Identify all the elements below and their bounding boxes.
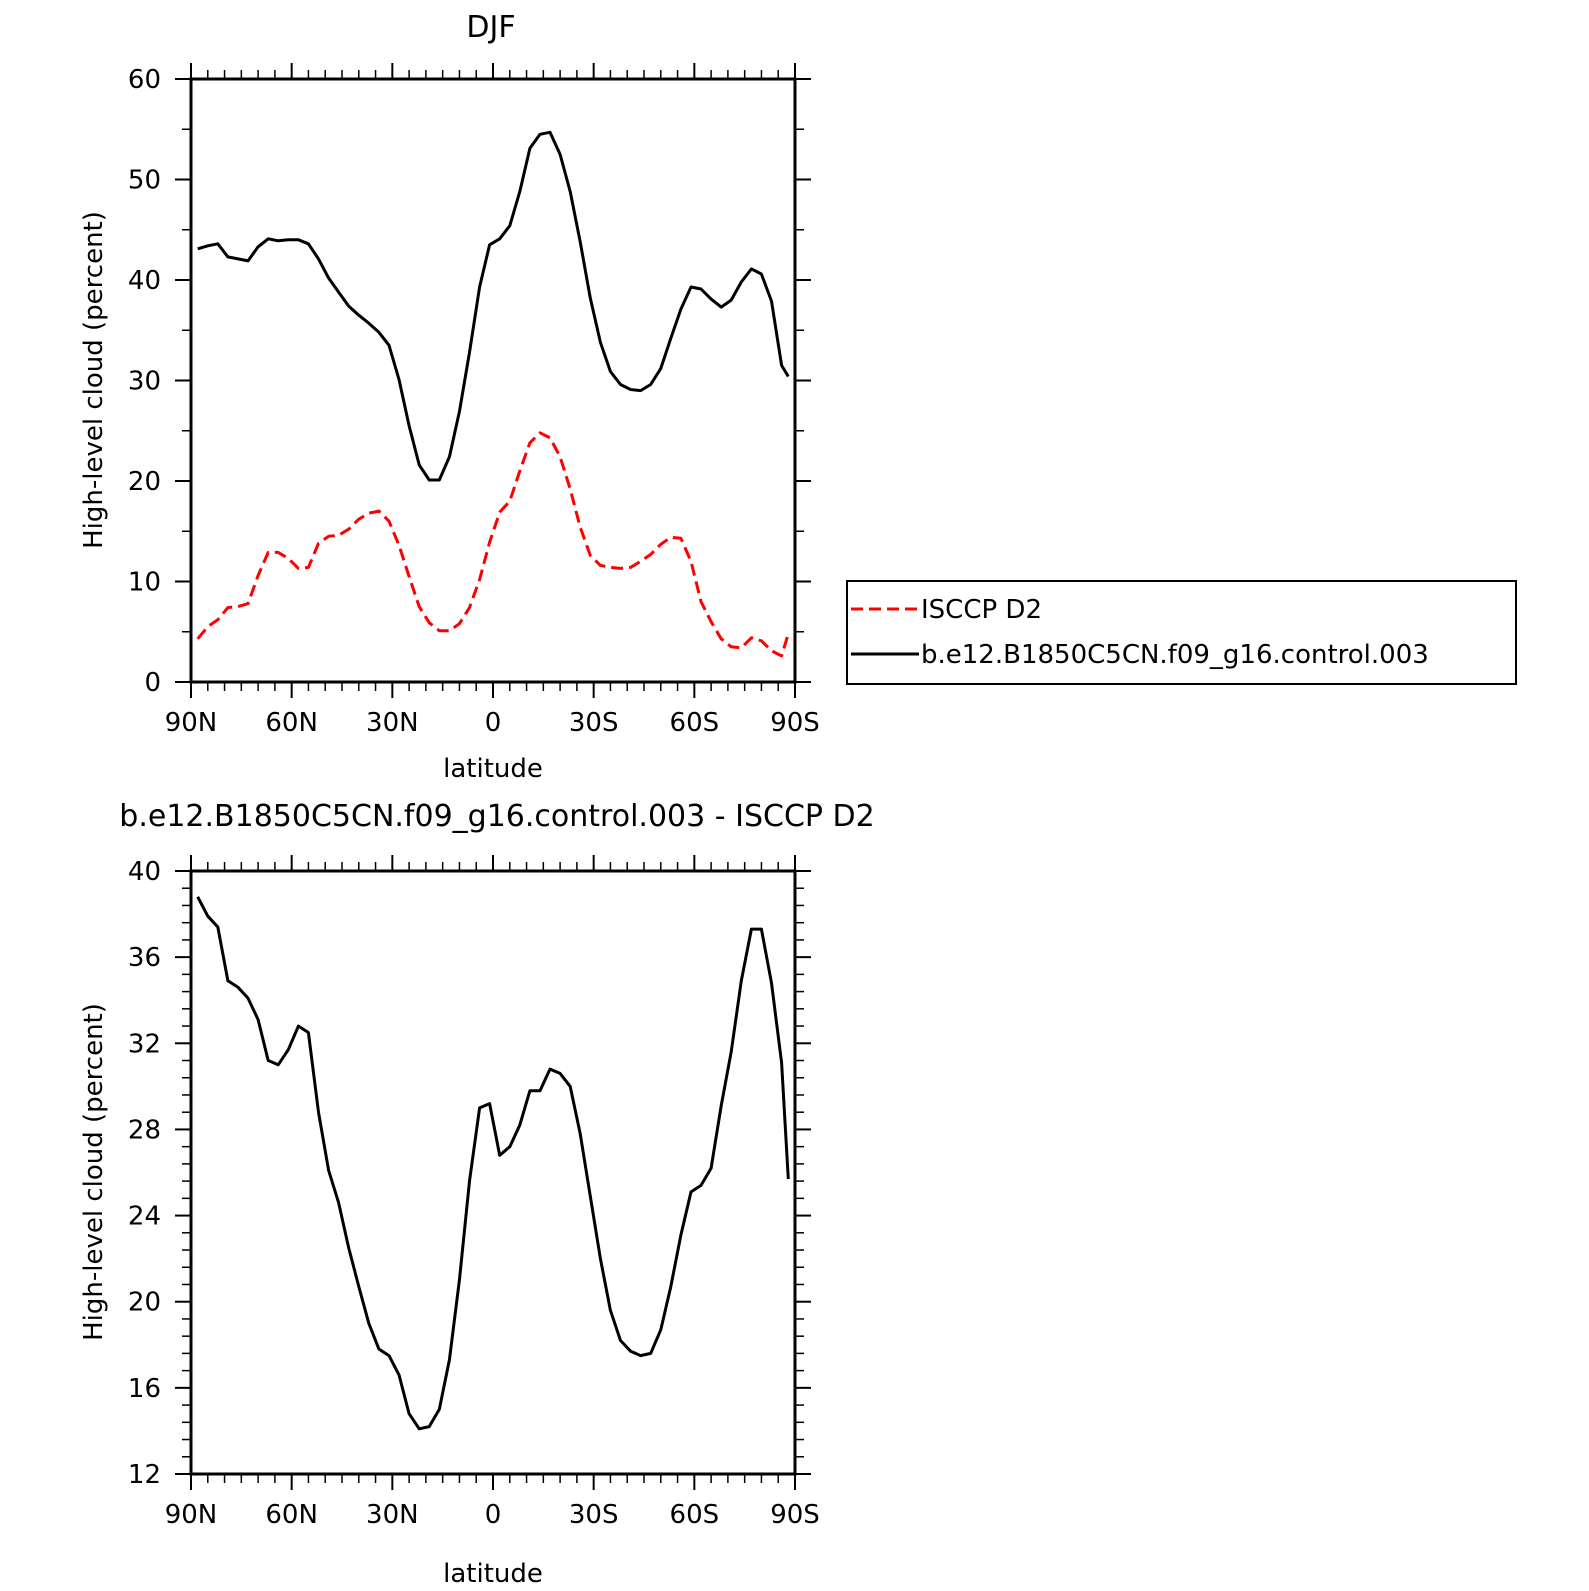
bottom-tick-labels: 12 16 20 24 28 32 36 40 90N 60N 30N 0 30S 60S 90S (128, 857, 820, 1530)
legend-box (846, 580, 1517, 685)
y-tick-label: 16 (128, 1374, 161, 1404)
bottom-chart-title: b.e12.B1850C5CN.f09_g16.control.003 - IS… (119, 799, 874, 834)
legend-label-model: b.e12.B1850C5CN.f09_g16.control.003 (921, 640, 1429, 670)
y-tick-label: 30 (128, 367, 161, 397)
bottom-y-axis-title: High-level cloud (percent) (79, 1003, 109, 1341)
y-tick-label: 12 (128, 1460, 161, 1490)
x-tick-label: 90S (770, 708, 820, 738)
top-tick-labels: 0 10 20 30 40 50 60 90N 60N 30N 0 30S 60S 90S (128, 65, 820, 738)
y-tick-label: 50 (128, 166, 161, 196)
legend-label-isccp: ISCCP D2 (921, 595, 1042, 625)
x-tick-label: 30N (366, 1500, 419, 1530)
top-tick-marks (175, 63, 811, 698)
y-tick-label: 20 (128, 467, 161, 497)
x-tick-label: 60N (265, 708, 318, 738)
series-line-model-0 (197, 130, 790, 482)
series-line-model-1 (196, 896, 790, 1431)
y-tick-label: 40 (128, 857, 161, 887)
top-plot-frame (189, 77, 797, 684)
y-tick-label: 40 (128, 266, 161, 296)
x-tick-label: 0 (485, 708, 502, 738)
y-tick-label: 60 (128, 65, 161, 95)
x-tick-label: 90N (165, 1500, 218, 1530)
panel-top: DJF 0 10 20 30 40 50 60 90N 60N 30N 0 30S 60S 90S lat… (79, 10, 1517, 784)
y-tick-label: 0 (144, 668, 161, 698)
y-tick-label: 20 (128, 1288, 161, 1318)
y-tick-label: 32 (128, 1029, 161, 1059)
x-tick-label: 60S (670, 1500, 720, 1530)
bottom-series-lines (196, 896, 790, 1431)
y-tick-label: 10 (128, 568, 161, 598)
x-tick-label: 60N (265, 1500, 318, 1530)
x-tick-label: 60S (670, 708, 720, 738)
x-tick-label: 30S (569, 708, 619, 738)
panel-bottom: b.e12.B1850C5CN.f09_g16.control.003 - IS… (79, 799, 875, 1589)
top-x-axis-title: latitude (443, 754, 543, 784)
bottom-x-axis-title: latitude (443, 1559, 543, 1589)
bottom-plot-frame (189, 869, 797, 1476)
top-series-lines (196, 130, 790, 658)
top-chart-title: DJF (466, 10, 515, 45)
series-line-isccp-0 (196, 431, 790, 658)
x-tick-label: 90S (770, 1500, 820, 1530)
x-tick-label: 30S (569, 1500, 619, 1530)
bottom-tick-marks (175, 855, 811, 1490)
y-tick-label: 36 (128, 943, 161, 973)
y-tick-label: 28 (128, 1115, 161, 1145)
top-y-axis-title: High-level cloud (percent) (79, 211, 109, 549)
legend: ISCCP D2 b.e12.B1850C5CN.f09_g16.control… (846, 580, 1517, 685)
x-tick-label: 0 (485, 1500, 502, 1530)
x-tick-label: 30N (366, 708, 419, 738)
x-tick-label: 90N (165, 708, 218, 738)
y-tick-label: 24 (128, 1202, 161, 1232)
